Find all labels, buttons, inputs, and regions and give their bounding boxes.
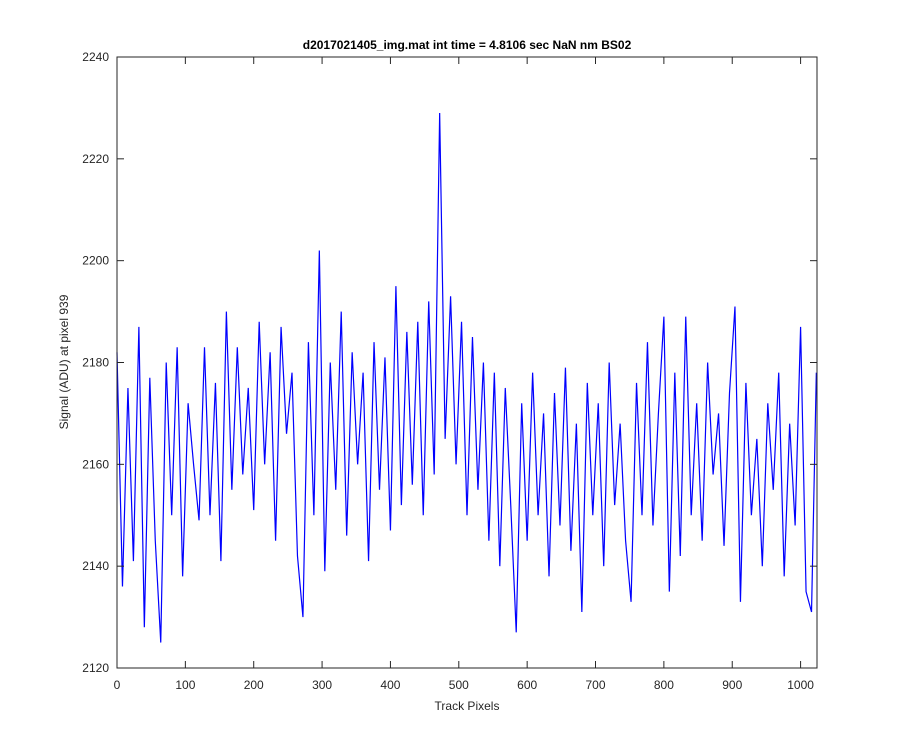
y-tick-label: 2200 — [82, 254, 109, 268]
x-tick-label: 400 — [380, 678, 400, 692]
x-tick-label: 1000 — [787, 678, 814, 692]
x-tick-label: 100 — [175, 678, 195, 692]
x-tick-label: 0 — [114, 678, 121, 692]
y-tick-label: 2180 — [82, 356, 109, 370]
y-axis-label: Signal (ADU) at pixel 939 — [57, 294, 71, 429]
x-axis-label: Track Pixels — [435, 699, 500, 713]
chart-title: d2017021405_img.mat int time = 4.8106 se… — [303, 38, 632, 52]
y-tick-label: 2240 — [82, 50, 109, 64]
x-tick-label: 300 — [312, 678, 332, 692]
data-line — [116, 112, 817, 643]
y-tick-label: 2140 — [82, 559, 109, 573]
x-tick-label: 500 — [449, 678, 469, 692]
x-tick-label: 800 — [654, 678, 674, 692]
x-tick-label: 700 — [586, 678, 606, 692]
y-tick-label: 2160 — [82, 457, 109, 471]
y-tick-label: 2220 — [82, 152, 109, 166]
y-tick-label: 2120 — [82, 661, 109, 675]
x-tick-label: 900 — [722, 678, 742, 692]
x-tick-label: 200 — [244, 678, 264, 692]
x-tick-label: 600 — [517, 678, 537, 692]
